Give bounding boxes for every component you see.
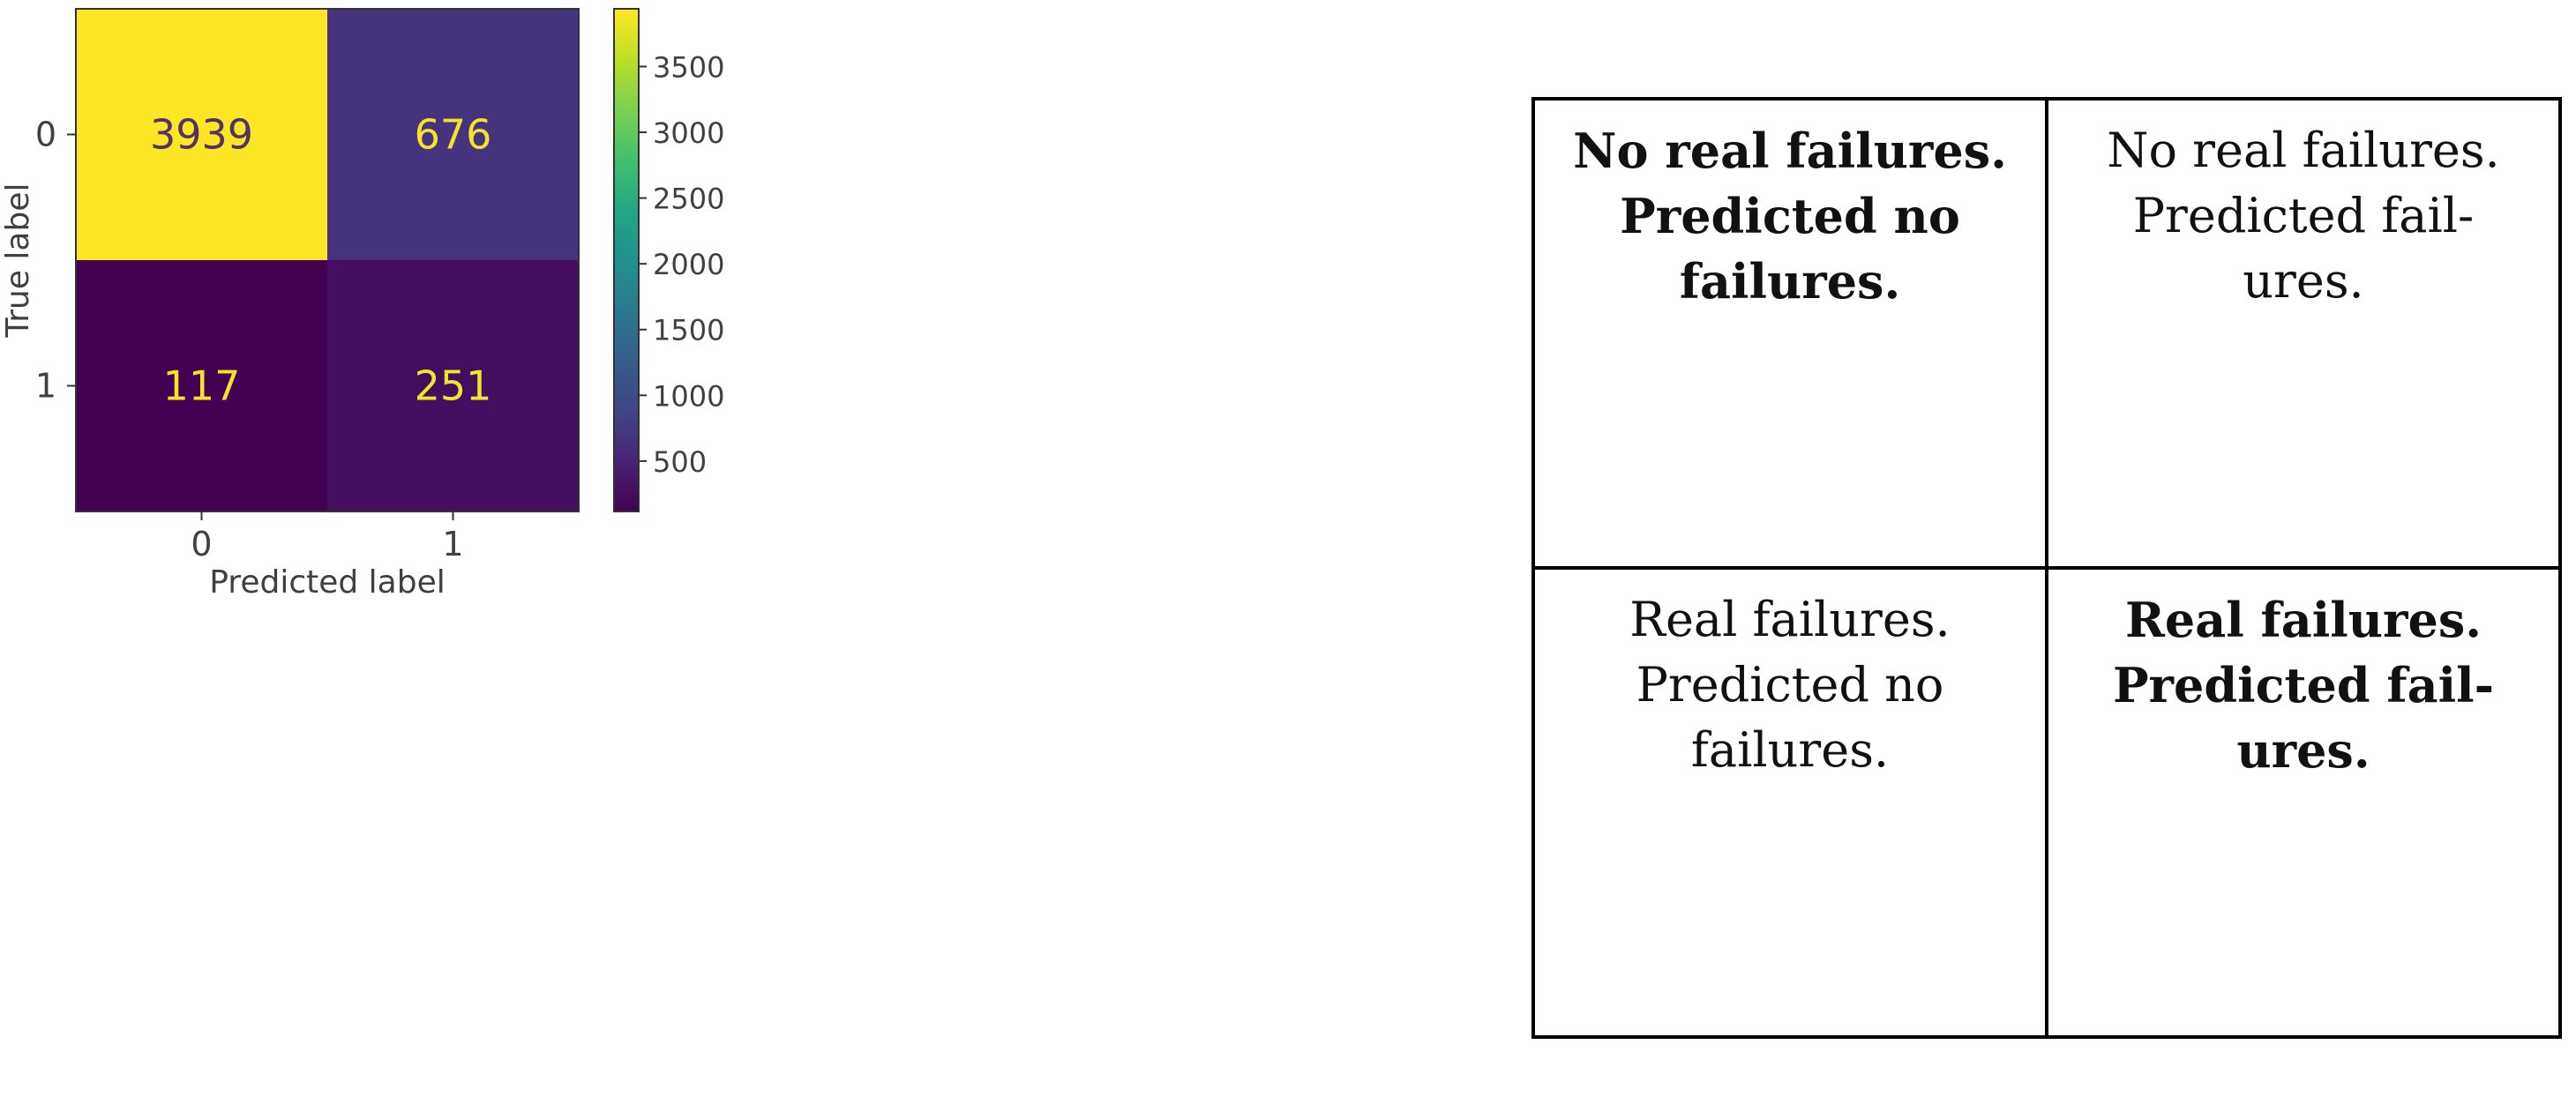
y-axis-label: True label: [0, 183, 36, 339]
explanation-line: Predicted fail-: [2132, 188, 2475, 243]
explanation-cell: Real failures. Predicted no failures.: [1531, 566, 2048, 1039]
explanation-row: No real failures. Predicted no failures. No…: [1531, 97, 2562, 570]
x-tick-label: 1: [442, 525, 463, 563]
heatmap-cell: [76, 9, 327, 260]
colorbar: 500 1000 1500 2000 2500 3000 3500: [613, 8, 724, 512]
colorbar-gradient: [613, 8, 640, 512]
explanation-row: Real failures. Predicted no failures. Real …: [1531, 566, 2562, 1039]
explanation-line: Real failures.: [2124, 592, 2482, 648]
colorbar-tick-label: 1500: [653, 314, 724, 347]
heatmap-cells: [76, 9, 579, 511]
colorbar-tick-label: 500: [653, 445, 707, 479]
explanation-line: ures.: [2243, 253, 2364, 309]
explanation-line: Predicted no: [1620, 188, 1960, 244]
heatmap-cell: [327, 260, 579, 511]
colorbar-tick-label: 2000: [653, 248, 724, 281]
explanation-cell: No real failures. Predicted fail-ures.: [2045, 97, 2562, 570]
colorbar-tick-label: 3000: [653, 116, 724, 150]
y-tick-label: 1: [35, 367, 56, 406]
colorbar-tick-label: 3500: [653, 50, 724, 84]
explanation-line: failures.: [1679, 253, 1901, 310]
explanation-line: Predicted no: [1636, 657, 1944, 713]
explanation-cell: No real failures. Predicted no failures.: [1531, 97, 2048, 570]
y-axis: 01: [35, 116, 76, 406]
heatmap-cell: [76, 260, 327, 511]
heatmap-cell: [327, 9, 579, 260]
explanation-line: Real failures.: [1629, 592, 1951, 647]
cell-value-label: 251: [415, 362, 492, 410]
explanation-line: ures.: [2236, 722, 2370, 779]
colorbar-tick-label: 1000: [653, 379, 724, 413]
y-tick-label: 0: [35, 116, 56, 154]
x-axis-label: Predicted label: [209, 564, 446, 601]
plot-frame: [75, 8, 580, 512]
x-tick-label: 0: [191, 525, 212, 563]
colorbar-tick-label: 2500: [653, 183, 724, 216]
cell-value-label: 117: [163, 362, 241, 410]
explanation-line: Predicted fail-: [2112, 657, 2495, 713]
explanation-line: No real failures.: [2107, 123, 2500, 178]
cell-value-label: 3939: [150, 111, 253, 159]
cell-labels: 3939 676 117 251: [150, 111, 491, 410]
explanation-cell: Real failures. Predicted fail-ures.: [2045, 566, 2562, 1039]
confusion-explanation-table: No real failures. Predicted no failures. No…: [1531, 97, 2562, 1039]
explanation-line: failures.: [1690, 722, 1890, 778]
cell-value-label: 676: [415, 111, 492, 159]
explanation-line: No real failures.: [1573, 123, 2007, 179]
